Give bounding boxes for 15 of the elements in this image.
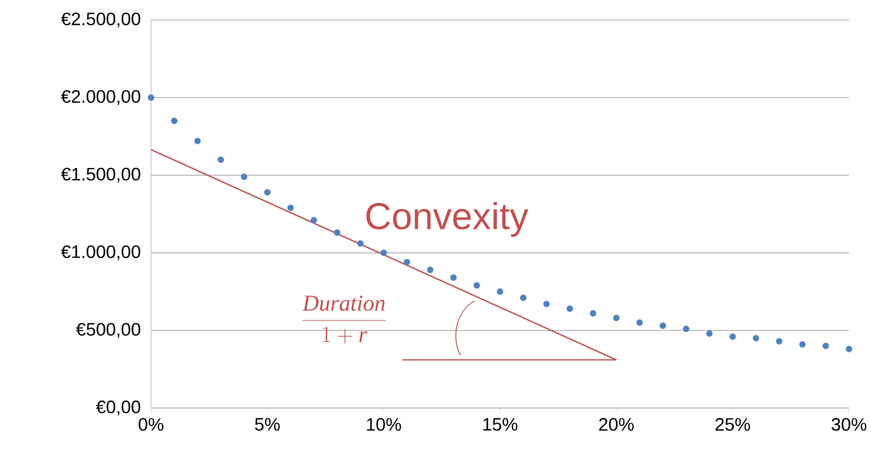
annotation: $\frac{Duration}{1+r}$ (302, 296, 386, 344)
y-tick-label: €500,00 (76, 322, 140, 338)
y-tick-label: €2.500,00 (61, 12, 140, 28)
x-tick-label: 20% (599, 418, 634, 431)
x-tick-label: 10% (367, 418, 402, 431)
x-tick-label: 25% (716, 418, 750, 431)
x-tick-label: 30% (832, 418, 866, 431)
annotation: Convexity (366, 202, 528, 237)
y-tick-label: €2.000,00 (61, 90, 140, 106)
y-tick-label: €1.500,00 (61, 168, 140, 183)
x-tick-label: 0% (138, 418, 164, 431)
y-tick-label: €0,00 (96, 400, 140, 416)
x-tick-label: 5% (255, 418, 280, 431)
y-tick-label: €1.000,00 (61, 245, 140, 260)
x-tick-label: 15% (483, 418, 518, 431)
